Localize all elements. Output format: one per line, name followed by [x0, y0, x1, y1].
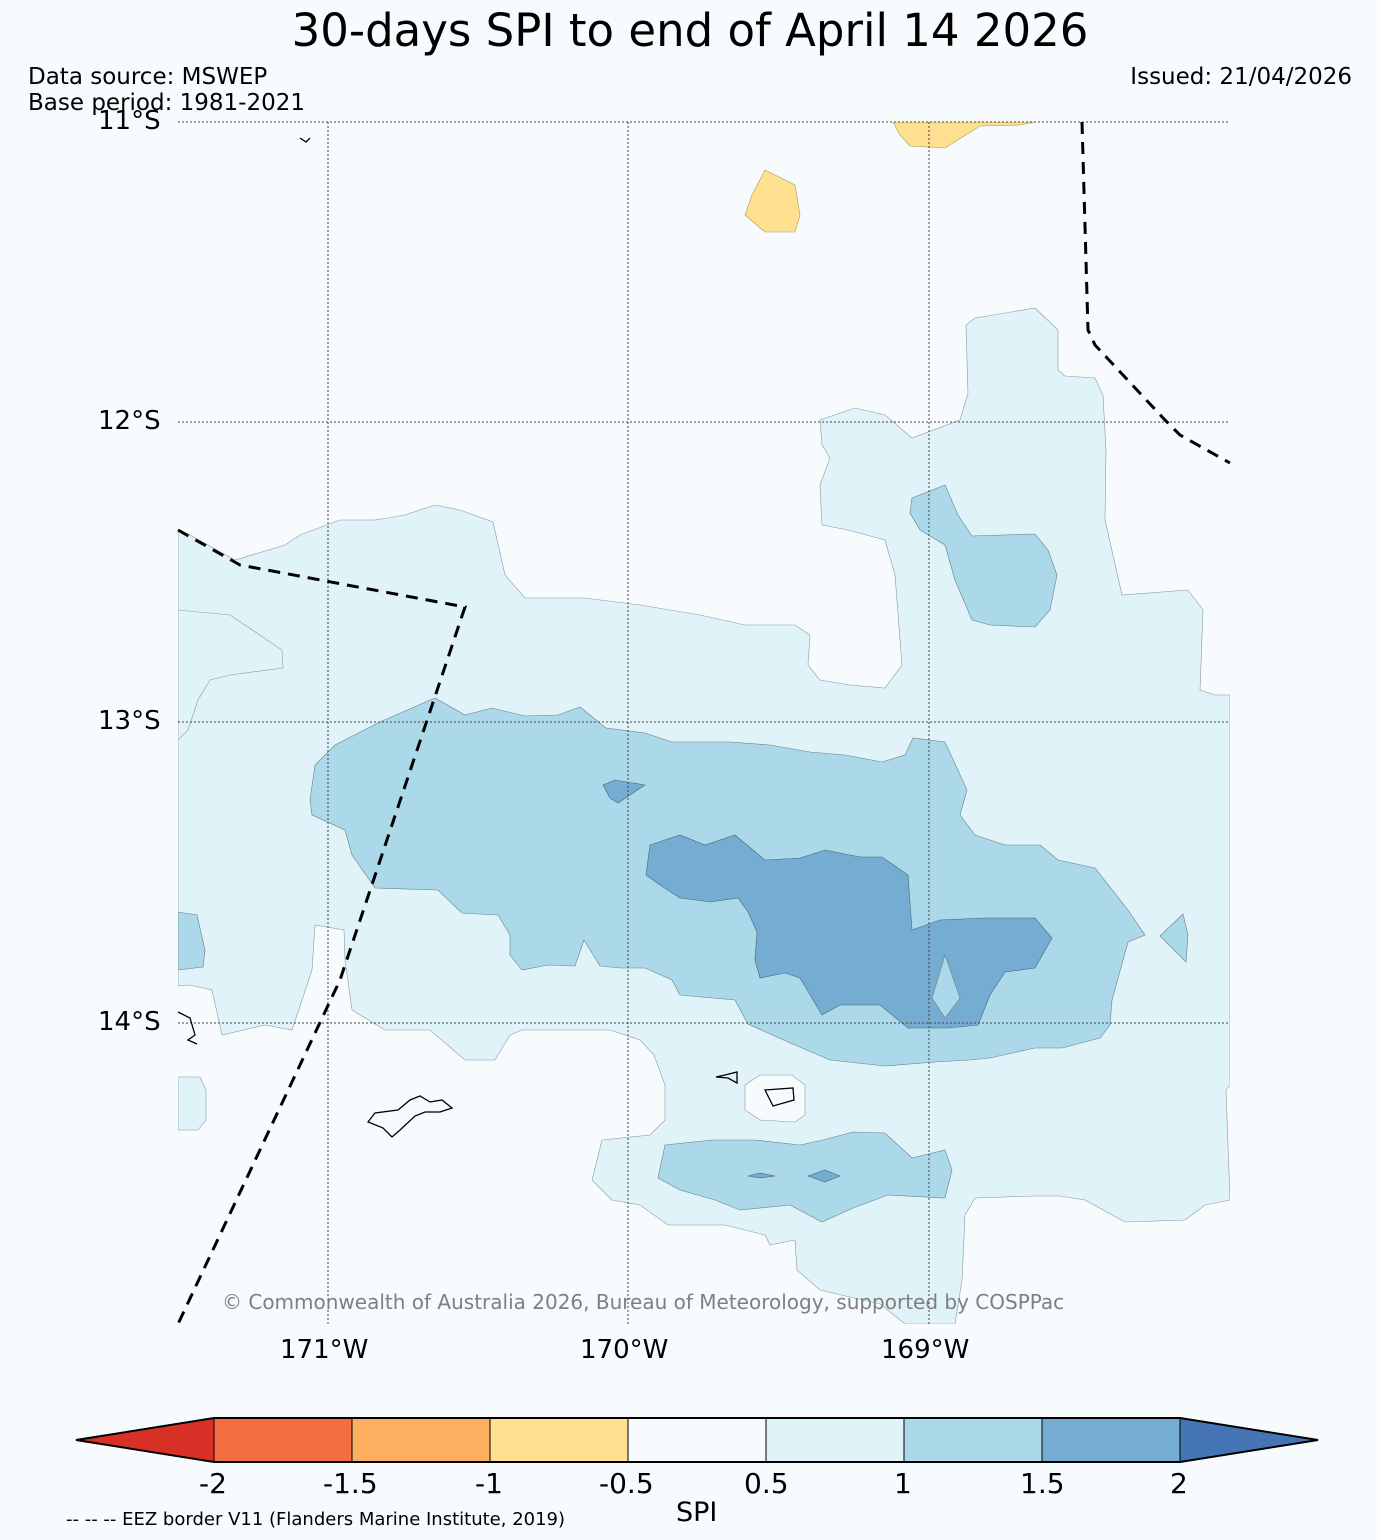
island-small-ofu — [715, 1071, 738, 1085]
colorbar-tick-label: -2 — [199, 1467, 227, 1500]
island-west-edge — [177, 1011, 198, 1045]
lon-label-170w: 170°W — [580, 1335, 669, 1365]
colorbar-segment-below-minus-2 — [75, 1417, 215, 1463]
coastlines — [177, 137, 795, 1138]
spi-05-1-region-south-west — [178, 1076, 207, 1131]
colorbar-title: SPI — [676, 1497, 718, 1528]
colorbar-segment-1-5-to-2 — [1041, 1417, 1181, 1463]
colorbar-tick-label: -1.5 — [323, 1467, 378, 1500]
island-north-dot — [299, 137, 311, 143]
base-period-label: Base period: 1981-2021 — [28, 90, 306, 116]
spi-m1-m05-region-north — [892, 122, 1036, 149]
colorbar-tick-label: 1.5 — [1020, 1467, 1065, 1500]
lat-label-14s: 14°S — [98, 1007, 161, 1037]
spi-neutral-hole-south — [744, 1074, 806, 1123]
colorbar-segment-neutral — [627, 1417, 767, 1463]
island-upolu-savaii — [366, 1095, 454, 1138]
eez-border-west — [176, 528, 467, 1325]
spi-colorbar — [75, 1417, 1319, 1463]
colorbar-tick-label: 0.5 — [744, 1467, 789, 1500]
spi-15-2-region-small-north — [602, 779, 646, 804]
spi-1-15-region-east-patch — [1159, 913, 1189, 963]
copyright-notice: © Commonwealth of Australia 2026, Bureau… — [222, 1290, 1065, 1314]
lat-label-13s: 13°S — [98, 706, 161, 736]
spi-1-15-region-north-east — [909, 484, 1058, 628]
colorbar-segment-minus-1-to-minus-0-5 — [489, 1417, 629, 1463]
colorbar-tick-label: -0.5 — [599, 1467, 654, 1500]
issued-date-label: Issued: 21/04/2026 — [1130, 64, 1352, 90]
colorbar-tick-label: 1 — [894, 1467, 912, 1500]
spi-05-1-region-edge-west — [178, 609, 284, 741]
colorbar-segment-0-5-to-1 — [765, 1417, 905, 1463]
data-source-label: Data source: MSWEP — [28, 64, 268, 90]
colorbar-tick-label: -1 — [475, 1467, 503, 1500]
colorbar-segment-above-2 — [1179, 1417, 1319, 1463]
lon-label-171w: 171°W — [280, 1335, 369, 1365]
spi-1-15-region-west-patch — [178, 911, 206, 971]
spi-m1-m05-region-islet — [744, 169, 801, 233]
colorbar-segment-minus-1-5-to-minus-1 — [351, 1417, 491, 1463]
eez-legend-note: -- -- -- EEZ border V11 (Flanders Marine… — [66, 1509, 566, 1530]
spi-15-2-region-small-south-a — [807, 1169, 841, 1183]
spi-1-15-region-hole — [931, 954, 961, 1019]
island-tutuila — [763, 1087, 795, 1107]
graticule — [178, 121, 1230, 1324]
colorbar-segment-1-to-1-5 — [903, 1417, 1043, 1463]
eez-borders — [176, 121, 1231, 1325]
spi-contours — [178, 122, 1230, 1324]
colorbar-segment-minus-2-to-minus-1-5 — [213, 1417, 353, 1463]
lon-label-169w: 169°W — [881, 1335, 970, 1365]
map-title: 30-days SPI to end of April 14 2026 — [291, 4, 1089, 57]
spi-1-15-region-south — [657, 1131, 953, 1223]
lat-label-12s: 12°S — [98, 406, 161, 436]
lat-label-11s: 11°S — [98, 106, 161, 136]
colorbar-tick-label: 2 — [1170, 1467, 1188, 1500]
spi-15-2-region-small-south-b — [747, 1172, 776, 1179]
colorbar-outline — [75, 1417, 1319, 1463]
